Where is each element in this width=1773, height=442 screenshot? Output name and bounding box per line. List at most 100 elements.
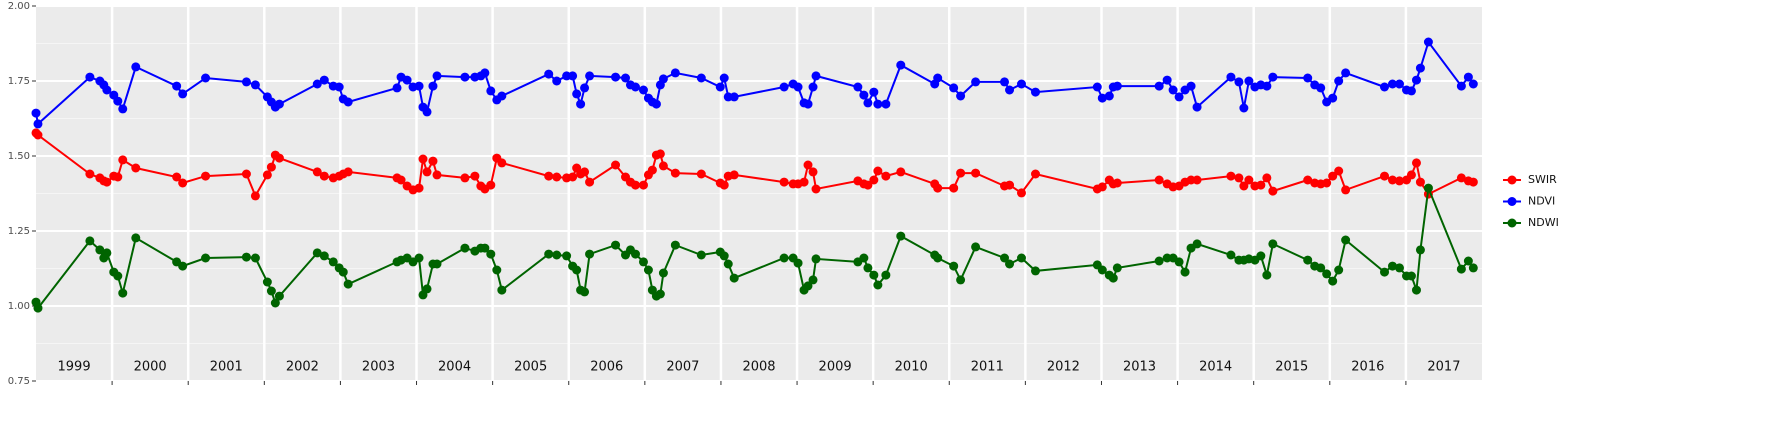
year-label: 2005 (514, 360, 547, 375)
year-label: 2017 (1427, 360, 1460, 375)
data-point (544, 69, 554, 79)
data-point (1234, 173, 1244, 183)
data-point (178, 261, 188, 271)
y-tick-label: 0.75 (8, 376, 30, 387)
data-point (1092, 82, 1102, 92)
data-point (1303, 255, 1313, 265)
data-point (312, 167, 322, 177)
data-point (1334, 76, 1344, 86)
data-point (971, 242, 981, 252)
data-point (319, 251, 329, 261)
data-point (719, 180, 729, 190)
data-point (118, 104, 128, 114)
data-point (611, 240, 621, 250)
data-point (956, 91, 966, 101)
data-point (392, 83, 402, 93)
data-point (572, 265, 582, 275)
data-point (422, 167, 432, 177)
data-point (670, 168, 680, 178)
year-label: 2008 (742, 360, 775, 375)
data-point (241, 77, 251, 87)
data-point (178, 89, 188, 99)
data-point (1174, 257, 1184, 267)
data-point (630, 82, 640, 92)
data-point (1423, 37, 1433, 47)
data-point (131, 233, 141, 243)
data-point (658, 74, 668, 84)
data-point (131, 62, 141, 72)
data-point (1005, 85, 1015, 95)
data-point (432, 170, 442, 180)
data-point (414, 81, 424, 91)
data-point (729, 170, 739, 180)
data-point (113, 172, 123, 182)
data-point (274, 153, 284, 163)
data-point (933, 73, 943, 83)
data-point (580, 83, 590, 93)
data-point (1303, 175, 1313, 185)
data-point (1030, 169, 1040, 179)
data-point (1328, 171, 1338, 181)
data-point (1406, 86, 1416, 96)
data-point (1239, 181, 1249, 191)
data-point (1226, 250, 1236, 260)
data-point (432, 71, 442, 81)
data-point (312, 79, 322, 89)
data-point (859, 90, 869, 100)
data-point (1168, 85, 1178, 95)
data-point (611, 160, 621, 170)
data-point (808, 167, 818, 177)
data-point (1468, 177, 1478, 187)
data-point (544, 171, 554, 181)
data-point (1341, 185, 1351, 195)
data-point (1395, 79, 1405, 89)
data-point (1468, 79, 1478, 89)
data-point (933, 183, 943, 193)
data-point (863, 98, 873, 108)
data-point (1226, 171, 1236, 181)
data-point (1334, 166, 1344, 176)
year-label: 2010 (895, 360, 928, 375)
data-point (33, 130, 43, 140)
data-point (779, 82, 789, 92)
data-point (611, 72, 621, 82)
data-point (1415, 63, 1425, 73)
data-point (274, 291, 284, 301)
data-point (241, 169, 251, 179)
data-point (853, 82, 863, 92)
data-point (811, 71, 821, 81)
data-point (658, 268, 668, 278)
data-point (31, 108, 41, 118)
data-point (863, 263, 873, 273)
data-point (460, 72, 470, 82)
data-point (869, 87, 879, 97)
data-point (1112, 178, 1122, 188)
data-point (873, 166, 883, 176)
data-point (95, 245, 105, 255)
data-point (312, 248, 322, 258)
data-point (949, 261, 959, 271)
data-point (1316, 83, 1326, 93)
data-point (779, 177, 789, 187)
data-point (630, 249, 640, 259)
data-point (779, 253, 789, 263)
data-point (1104, 91, 1114, 101)
data-point (414, 253, 424, 263)
data-point (580, 287, 590, 297)
data-point (1328, 276, 1338, 286)
data-point (262, 170, 272, 180)
data-point (971, 168, 981, 178)
data-point (869, 175, 879, 185)
y-tick-label: 1.00 (8, 301, 30, 312)
data-point (621, 73, 631, 83)
data-point (178, 178, 188, 188)
data-point (715, 82, 725, 92)
data-point (414, 183, 424, 193)
data-point (113, 96, 123, 106)
data-point (585, 249, 595, 259)
data-point (33, 119, 43, 129)
data-point (422, 107, 432, 117)
data-point (670, 240, 680, 250)
data-point (1395, 263, 1405, 273)
data-point (1154, 175, 1164, 185)
